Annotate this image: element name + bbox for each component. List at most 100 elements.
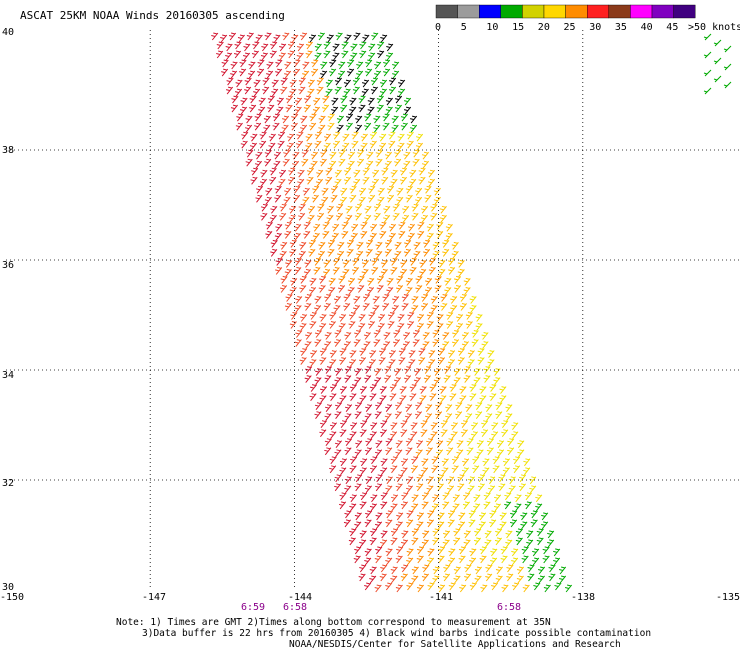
wind-barb [333, 267, 340, 274]
wind-barb [286, 294, 293, 301]
wind-barb [303, 62, 310, 69]
wind-barb [344, 520, 351, 527]
wind-barb [485, 540, 492, 547]
wind-barb [427, 520, 434, 527]
wind-barb [329, 360, 336, 367]
wind-barb [354, 547, 361, 554]
wind-barb [311, 152, 318, 159]
wind-barb [304, 269, 311, 276]
legend-tick-1: 5 [461, 22, 467, 33]
wind-barb [340, 387, 347, 394]
wind-barb [389, 87, 396, 94]
wind-barb [486, 565, 493, 572]
wind-barb [367, 152, 374, 159]
lat-label-34: 34 [2, 370, 14, 381]
wind-barb [389, 132, 396, 139]
wind-barb [532, 558, 539, 565]
wind-barb [396, 556, 403, 563]
wind-barb [438, 358, 445, 365]
wind-barb [445, 278, 452, 285]
wind-barb [365, 486, 372, 493]
wind-barb [515, 495, 522, 502]
wind-barb [445, 405, 452, 412]
wind-barb [418, 222, 425, 229]
wind-barb [325, 333, 332, 340]
wind-barb [265, 231, 272, 238]
wind-barb [327, 35, 334, 42]
wind-barb [533, 583, 540, 590]
wind-barb [359, 540, 366, 547]
wind-barb [446, 322, 453, 329]
wind-barb [469, 520, 476, 527]
wind-barb [324, 42, 331, 49]
wind-barb [394, 159, 401, 166]
wind-barb [304, 105, 311, 112]
wind-barb [383, 342, 390, 349]
wind-barb [386, 486, 393, 493]
wind-barb [350, 351, 357, 358]
wind-barb [402, 303, 409, 310]
wind-barb [373, 296, 380, 303]
wind-barb [275, 224, 282, 231]
wind-barb [440, 215, 447, 222]
wind-barb [437, 324, 444, 331]
wind-barb [299, 78, 306, 85]
wind-barb [325, 414, 332, 421]
wind-barb [330, 457, 337, 464]
wind-barb [328, 114, 335, 121]
wind-barb [391, 466, 398, 473]
wind-barb [244, 44, 251, 51]
wind-barb [349, 195, 356, 202]
wind-barb [391, 529, 398, 536]
wind-barb [362, 269, 369, 276]
wind-barb [704, 88, 711, 94]
wind-barb [456, 315, 463, 322]
wind-barb [306, 51, 313, 58]
wind-barb [452, 457, 459, 464]
wind-barb [401, 123, 408, 130]
wind-barb [516, 529, 523, 536]
wind-barb [435, 412, 442, 419]
wind-barb [389, 351, 396, 358]
wind-barb [328, 249, 335, 256]
wind-barb [425, 414, 432, 421]
wind-barb [370, 423, 377, 430]
wind-barb [303, 188, 310, 195]
wind-barb [513, 457, 520, 464]
wind-barb [289, 206, 296, 213]
wind-barb [487, 439, 494, 446]
wind-barb [288, 51, 295, 58]
wind-barb [396, 475, 403, 482]
wind-barb [305, 342, 312, 349]
wind-barb [450, 296, 457, 303]
wind-barb [344, 177, 351, 184]
wind-barb [410, 394, 417, 401]
wind-barb [338, 285, 345, 292]
wind-barb [300, 358, 307, 365]
wind-barb [446, 224, 453, 231]
wind-barb [320, 349, 327, 356]
wind-barb [507, 565, 514, 572]
wind-barb [349, 529, 356, 536]
wind-barb [452, 251, 459, 258]
wind-barb [517, 450, 524, 457]
wind-barb [360, 231, 367, 238]
wind-barb [248, 71, 255, 78]
wind-barb [299, 242, 306, 249]
wind-barb [391, 504, 398, 511]
wind-barb [468, 486, 475, 493]
wind-barb [261, 53, 268, 60]
wind-barb [419, 349, 426, 356]
wind-barb [538, 567, 545, 574]
wind-barb [485, 531, 492, 538]
wind-barb [406, 486, 413, 493]
wind-barb [355, 403, 362, 410]
wind-barb [404, 107, 411, 114]
wind-barb [345, 448, 352, 455]
wind-barb [355, 204, 362, 211]
wind-barb [338, 62, 345, 69]
wind-barb [460, 387, 467, 394]
wind-barb [319, 324, 326, 331]
wind-barb [313, 233, 320, 240]
wind-barb [511, 558, 518, 565]
